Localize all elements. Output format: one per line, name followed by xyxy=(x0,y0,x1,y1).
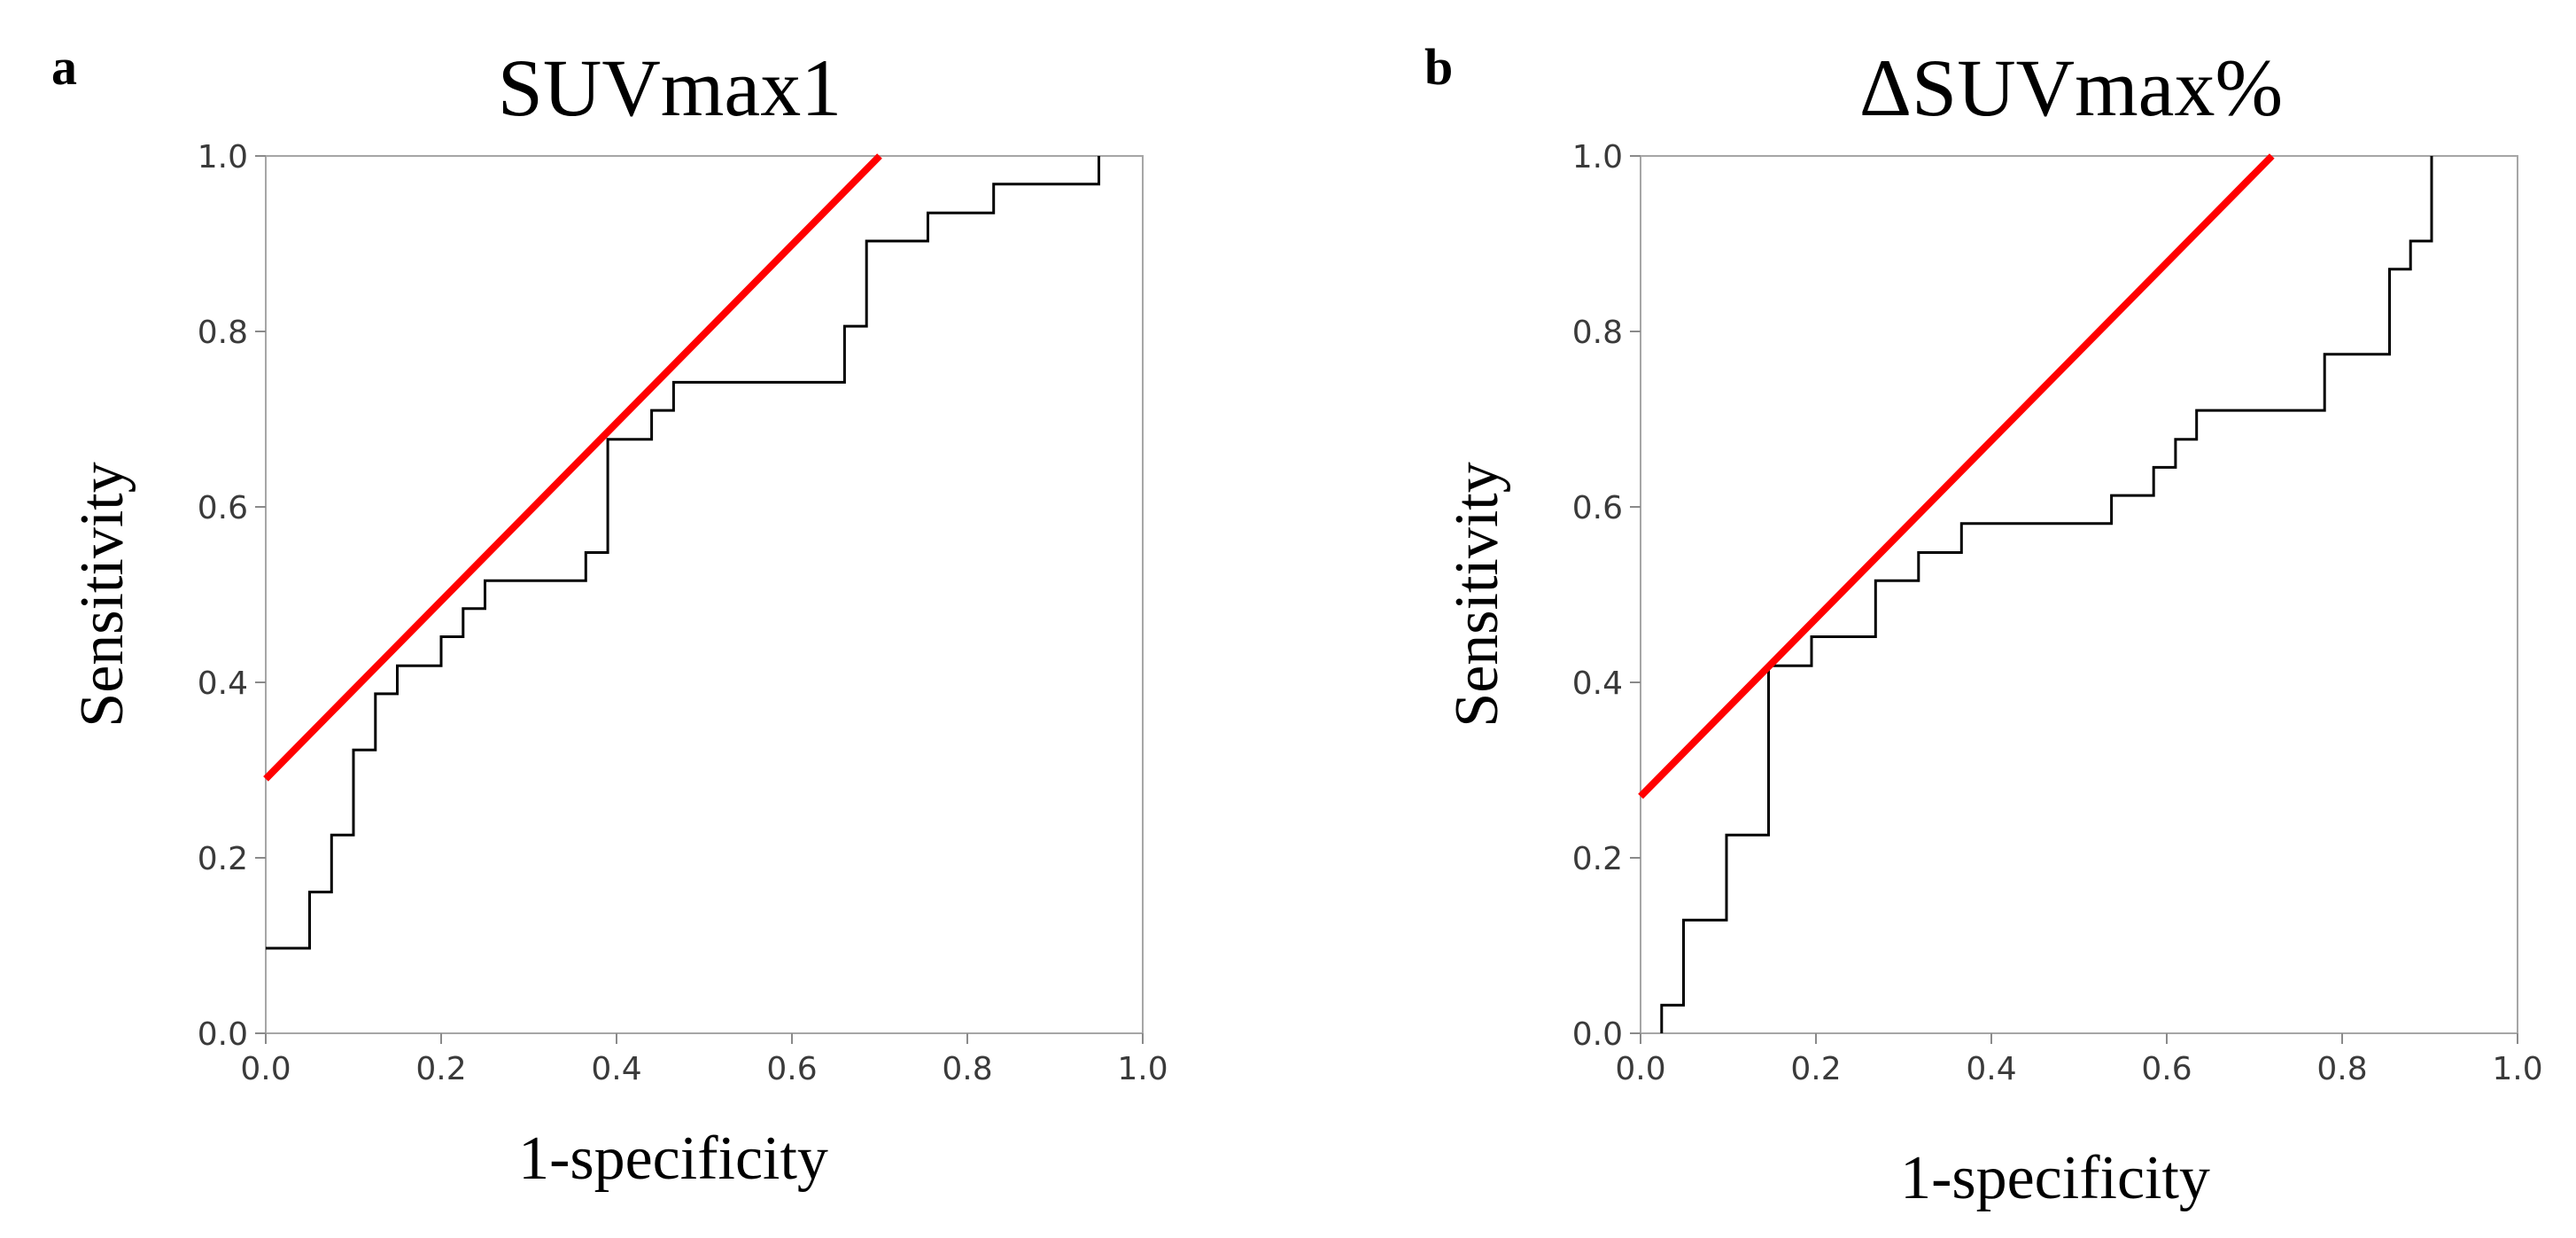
roc-curve-line xyxy=(266,156,1100,950)
panel-b-letter: b xyxy=(1424,38,1453,96)
x-tick-label: 0.4 xyxy=(1966,1051,2016,1087)
panel-b-plot-frame xyxy=(1640,155,2518,1034)
panel-b-tick-labels: 0.0 0.2 0.4 0.6 0.8 1.0 0.0 0.2 0.4 0.6 0.8 1.0 xyxy=(1572,139,2543,1087)
panel-a-tick-labels: 0.0 0.2 0.4 0.6 0.8 1.0 0.0 0.2 0.4 0.6 0.8 1.0 xyxy=(198,139,1168,1087)
panel-b-x-axis-label: 1-specificity xyxy=(1900,1144,2210,1212)
y-tick-label: 1.0 xyxy=(198,139,248,175)
x-tick-label: 0.0 xyxy=(240,1051,291,1087)
panel-a-y-axis-label: Sensitivity xyxy=(68,462,136,727)
panel-a-plot-frame xyxy=(265,155,1144,1034)
roc-curve-line xyxy=(1660,156,2433,1033)
y-tick-label: 1.0 xyxy=(1572,139,1623,175)
panel-b-marks xyxy=(1638,153,2433,1033)
x-tick-label: 0.8 xyxy=(942,1051,992,1087)
y-tick-label: 0.2 xyxy=(1572,841,1623,877)
panel-a-ticks xyxy=(255,155,1144,1044)
y-tick-label: 0.6 xyxy=(1572,490,1623,526)
panel-a-title: SUVmax1 xyxy=(498,43,842,133)
panel-b-title: ΔSUVmax% xyxy=(1859,43,2283,133)
panel-b-y-axis-label: Sensitivity xyxy=(1443,462,1511,727)
panel-a-letter: a xyxy=(51,38,77,96)
y-tick-label: 0.0 xyxy=(1572,1016,1623,1053)
y-tick-label: 0.6 xyxy=(198,490,248,526)
y-tick-label: 0.2 xyxy=(198,841,248,877)
panel-a-marks xyxy=(263,153,1100,950)
x-tick-label: 0.0 xyxy=(1615,1051,1665,1087)
panel-b-ticks xyxy=(1630,155,2518,1044)
y-tick-label: 0.8 xyxy=(1572,315,1623,351)
panel-a-chart: a SUVmax1 0.0 0.2 0.4 0.6 0.8 1.0 0.0 0.2 0.4 0.6… xyxy=(51,38,1168,1193)
x-tick-label: 1.0 xyxy=(2492,1051,2542,1087)
x-tick-label: 0.2 xyxy=(1790,1051,1841,1087)
y-tick-label: 0.4 xyxy=(198,666,248,702)
tangent-line xyxy=(263,153,882,782)
x-tick-label: 0.2 xyxy=(415,1051,466,1087)
panel-b-chart: b ΔSUVmax% 0.0 0.2 0.4 0.6 0.8 1.00.00.20.40.… xyxy=(1424,38,2543,1212)
x-tick-label: 0.8 xyxy=(2316,1051,2367,1087)
x-tick-label: 0.4 xyxy=(591,1051,641,1087)
y-tick-label: 0.8 xyxy=(198,315,248,351)
tangent-line xyxy=(1638,153,2275,799)
x-tick-label: 0.6 xyxy=(766,1051,817,1087)
x-tick-label: 0.6 xyxy=(2141,1051,2192,1087)
y-tick-label: 0.4 xyxy=(1572,666,1623,702)
x-tick-label: 1.0 xyxy=(1117,1051,1168,1087)
y-tick-label: 0.0 xyxy=(198,1016,248,1053)
panel-a-x-axis-label: 1-specificity xyxy=(518,1125,828,1193)
